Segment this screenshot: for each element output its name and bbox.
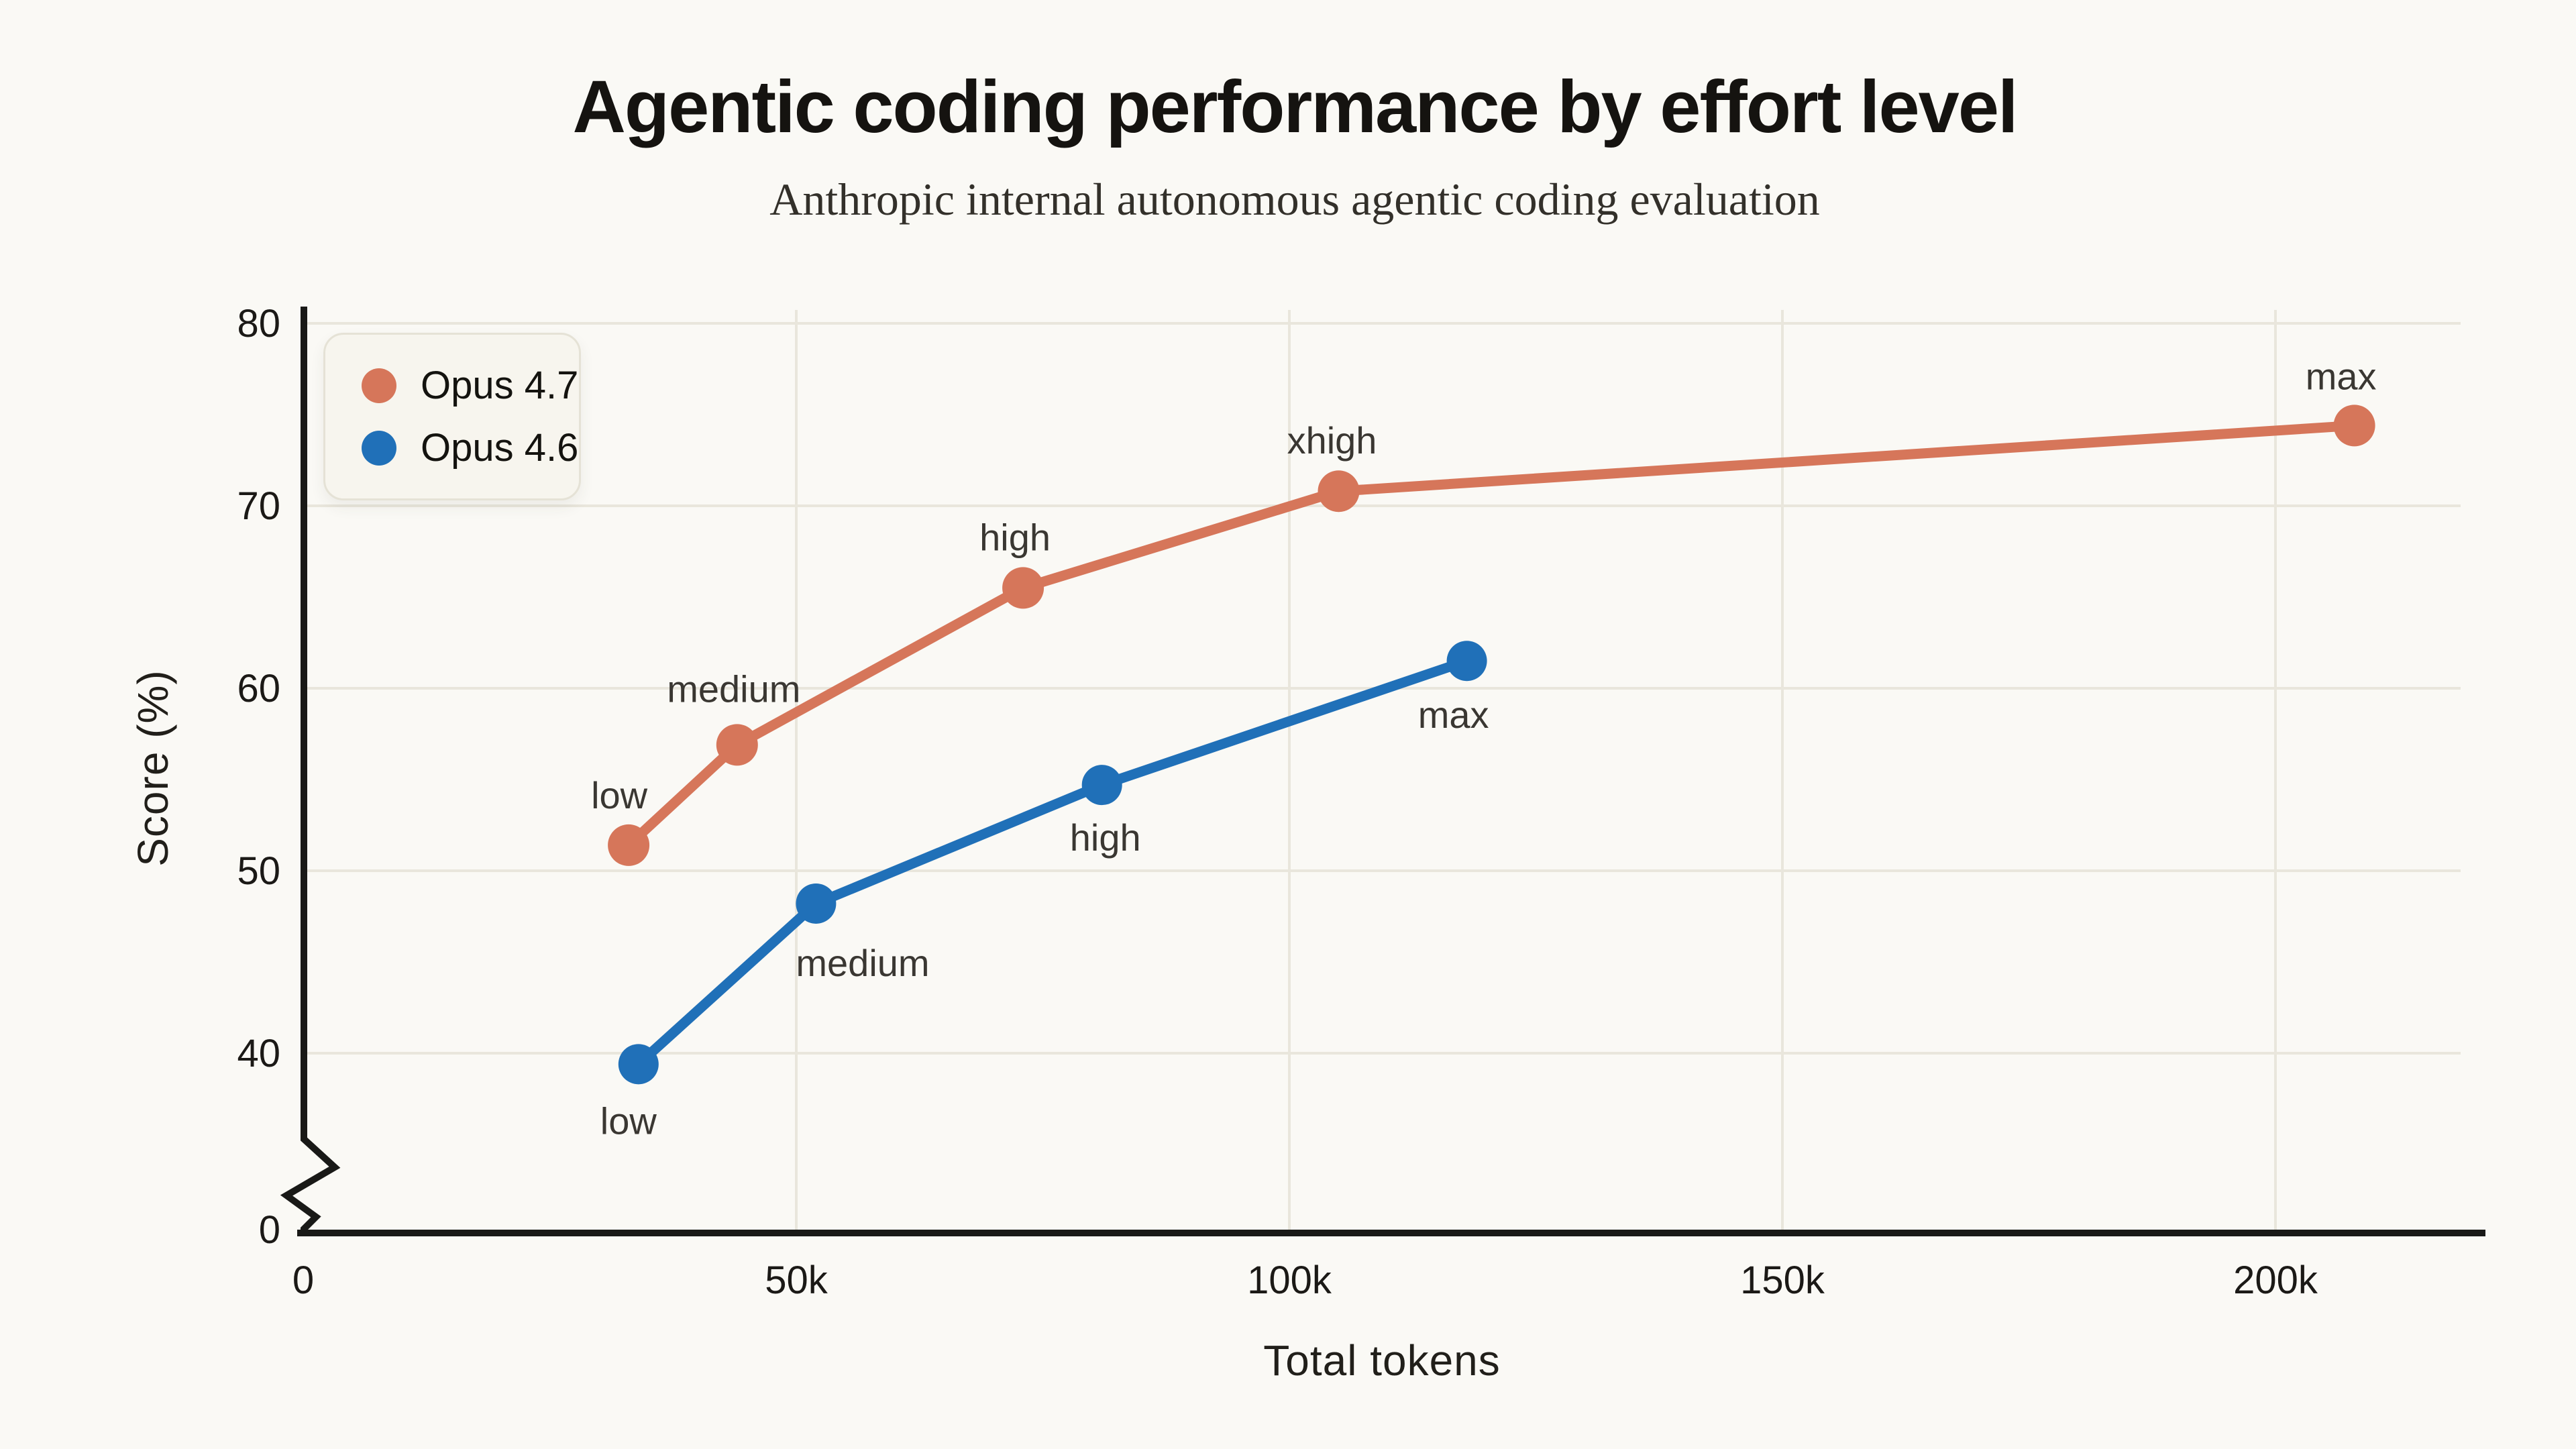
- point-label-max: max: [2306, 355, 2377, 397]
- data-point-opus-4-7-low: [608, 824, 650, 866]
- x-tick-label: 0: [292, 1258, 314, 1302]
- y-tick-label: 70: [237, 484, 280, 528]
- point-label-low: low: [600, 1099, 657, 1142]
- data-point-opus-4-7-max: [2333, 405, 2375, 447]
- x-tick-label: 50k: [765, 1258, 828, 1302]
- series-line-opus-4-7: [625, 420, 2355, 849]
- data-point-opus-4-7-high: [1002, 567, 1044, 609]
- data-point-opus-4-7-medium: [716, 724, 758, 766]
- point-label-low: low: [591, 774, 648, 816]
- y-axis-title: Score (%): [129, 669, 177, 867]
- x-tick-label: 150k: [1740, 1258, 1825, 1302]
- gridlines: [304, 310, 2461, 1233]
- series-line-opus-4-6: [635, 656, 1469, 1068]
- legend-series-label: Opus 4.6: [421, 426, 579, 470]
- legend-item: Opus 4.7: [362, 363, 579, 408]
- y-tick-label: 60: [237, 667, 280, 710]
- y-tick-label: 0: [259, 1208, 280, 1252]
- data-point-opus-4-7-xhigh: [1318, 470, 1360, 513]
- legend-series-dot-icon: [362, 430, 396, 466]
- data-point-opus-4-6-medium: [796, 883, 837, 924]
- point-label-max: max: [1418, 694, 1489, 736]
- chart-subtitle: Anthropic internal autonomous agentic co…: [769, 174, 1820, 225]
- data-point-opus-4-6-max: [1446, 641, 1487, 682]
- y-tick-label: 50: [237, 849, 280, 893]
- data-point-opus-4-6-high: [1081, 765, 1122, 806]
- data-series: low medium high xhigh max low medium high max: [591, 355, 2376, 1142]
- legend-item: Opus 4.6: [362, 425, 579, 470]
- x-tick-label: 100k: [1247, 1258, 1332, 1302]
- legend: Opus 4.7 Opus 4.6: [323, 333, 581, 500]
- legend-series-dot-icon: [362, 368, 396, 403]
- x-tick-label: 200k: [2233, 1258, 2318, 1302]
- point-label-xhigh: xhigh: [1287, 419, 1377, 462]
- y-tick-label: 80: [237, 302, 280, 345]
- axis-lines-with-break: [280, 307, 2485, 1236]
- chart-title: Agentic coding performance by effort lev…: [572, 66, 2018, 148]
- tick-labels: 0 40 50 60 70 80 0 50k 100k 150k 200k: [237, 302, 2318, 1302]
- point-label-medium: medium: [667, 667, 800, 710]
- y-tick-label: 40: [237, 1032, 280, 1075]
- point-label-high: high: [1070, 816, 1141, 859]
- legend-series-label: Opus 4.7: [421, 364, 579, 407]
- point-label-medium: medium: [796, 942, 929, 984]
- data-point-opus-4-6-low: [618, 1044, 659, 1085]
- x-axis-title: Total tokens: [1263, 1336, 1501, 1385]
- point-label-high: high: [979, 516, 1051, 558]
